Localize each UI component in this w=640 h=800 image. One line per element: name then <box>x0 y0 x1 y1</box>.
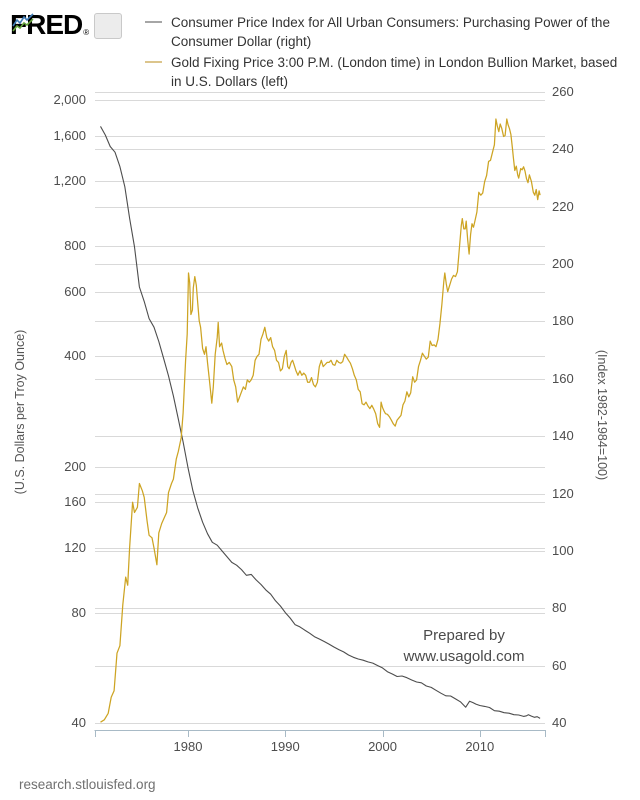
left-axis-title: (U.S. Dollars per Troy Ounce) <box>13 329 27 495</box>
fred-logo: FRED ® <box>10 10 123 40</box>
cpi-series-swatch <box>145 21 162 23</box>
registered-mark: ® <box>83 28 90 37</box>
chart-legend: Consumer Price Index for All Urban Consu… <box>145 13 635 93</box>
legend-item-cpi: Consumer Price Index for All Urban Consu… <box>145 13 635 51</box>
cpi-line-series <box>100 126 541 719</box>
watermark-line1: Prepared by <box>423 627 505 644</box>
legend-label-cpi: Consumer Price Index for All Urban Consu… <box>171 15 610 49</box>
legend-label-gold: Gold Fixing Price 3:00 P.M. (London time… <box>171 55 618 89</box>
watermark: Prepared by www.usagold.com <box>384 625 544 667</box>
legend-item-gold: Gold Fixing Price 3:00 P.M. (London time… <box>145 53 635 91</box>
source-url: research.stlouisfed.org <box>19 777 156 792</box>
watermark-line2: www.usagold.com <box>403 648 525 665</box>
gold-series-swatch <box>145 61 162 63</box>
fred-sparkline-icon <box>12 13 123 39</box>
gold-line-series <box>100 118 541 723</box>
right-axis-title: (Index 1982-1984=100) <box>595 349 609 481</box>
